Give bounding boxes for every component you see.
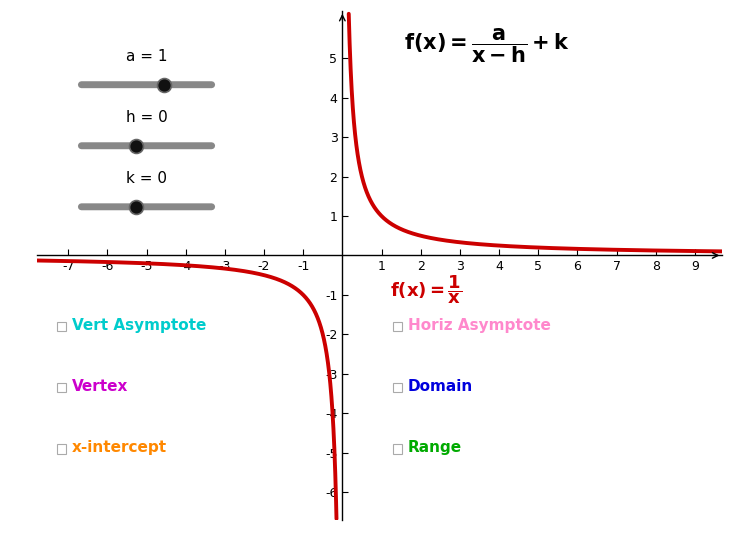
Bar bbox=[394, 322, 402, 331]
Text: Domain: Domain bbox=[408, 379, 473, 394]
Text: Horiz Asymptote: Horiz Asymptote bbox=[408, 318, 551, 333]
Text: h = 0: h = 0 bbox=[125, 110, 167, 125]
Text: k = 0: k = 0 bbox=[126, 171, 167, 187]
Text: Vert Asymptote: Vert Asymptote bbox=[71, 318, 206, 333]
Text: Vertex: Vertex bbox=[71, 379, 128, 394]
Bar bbox=[394, 444, 402, 453]
Bar bbox=[394, 383, 402, 393]
Bar bbox=[57, 383, 66, 393]
Text: x-intercept: x-intercept bbox=[71, 440, 167, 455]
Bar bbox=[57, 444, 66, 453]
Text: a = 1: a = 1 bbox=[126, 49, 167, 65]
Text: $\mathbf{f(x) = \dfrac{1}{x}}$: $\mathbf{f(x) = \dfrac{1}{x}}$ bbox=[390, 273, 462, 306]
Text: Range: Range bbox=[408, 440, 462, 455]
Bar bbox=[57, 322, 66, 331]
Text: $\mathbf{f(x) = \dfrac{a}{x-h} + k}$: $\mathbf{f(x) = \dfrac{a}{x-h} + k}$ bbox=[404, 26, 569, 65]
